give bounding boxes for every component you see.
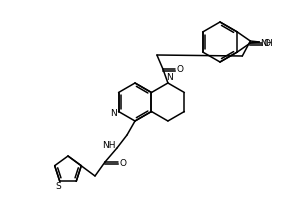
- Text: O: O: [264, 40, 271, 48]
- Text: N: N: [110, 109, 117, 118]
- Text: S: S: [55, 182, 61, 191]
- Text: N: N: [167, 73, 173, 82]
- Text: NH: NH: [260, 38, 273, 47]
- Text: NH: NH: [102, 142, 116, 150]
- Text: O: O: [119, 158, 127, 168]
- Text: O: O: [176, 66, 183, 74]
